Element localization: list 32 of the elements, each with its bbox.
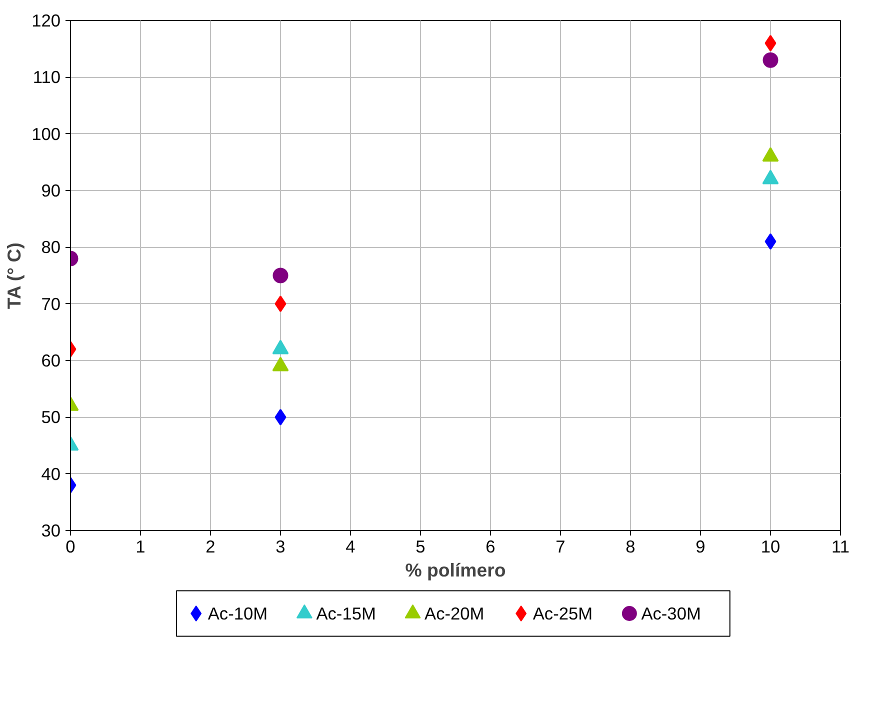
y-tick-label: 90 [41, 180, 61, 200]
x-tick-label: 11 [832, 536, 850, 556]
y-axis-title: TA (° C) [4, 242, 25, 310]
x-tick-label: 9 [696, 536, 706, 556]
legend-label: Ac-10M [208, 604, 268, 624]
legend-label: Ac-30M [641, 604, 701, 624]
x-axis-title: % polímero [405, 560, 506, 580]
x-tick-label: 3 [276, 536, 286, 556]
x-tick-label: 8 [626, 536, 636, 556]
legend-label: Ac-20M [424, 604, 484, 624]
point [762, 52, 778, 68]
y-tick-label: 110 [32, 67, 61, 88]
y-tick-label: 70 [41, 294, 61, 314]
legend-label: Ac-25M [532, 604, 593, 624]
y-tick-label: 100 [32, 124, 61, 144]
point [764, 233, 776, 250]
x-tick-label: 4 [346, 536, 356, 556]
y-tick-label: 80 [41, 237, 61, 258]
y-tick-label: 30 [41, 520, 61, 540]
x-tick-label: 6 [486, 536, 496, 556]
x-tick-label: 1 [136, 536, 146, 556]
legend-label: Ac-15M [316, 604, 376, 624]
point [764, 34, 776, 52]
x-tick-label: 5 [416, 536, 426, 556]
x-tick-label: 10 [760, 536, 780, 556]
x-tick-label: 2 [206, 536, 216, 556]
y-tick-label: 120 [32, 10, 61, 30]
x-tick-label: 0 [66, 536, 76, 556]
y-tick-label: 60 [41, 350, 61, 370]
y-tick-label: 40 [41, 464, 61, 484]
y-tick-label: 50 [41, 407, 61, 428]
x-tick-label: 7 [556, 536, 566, 556]
